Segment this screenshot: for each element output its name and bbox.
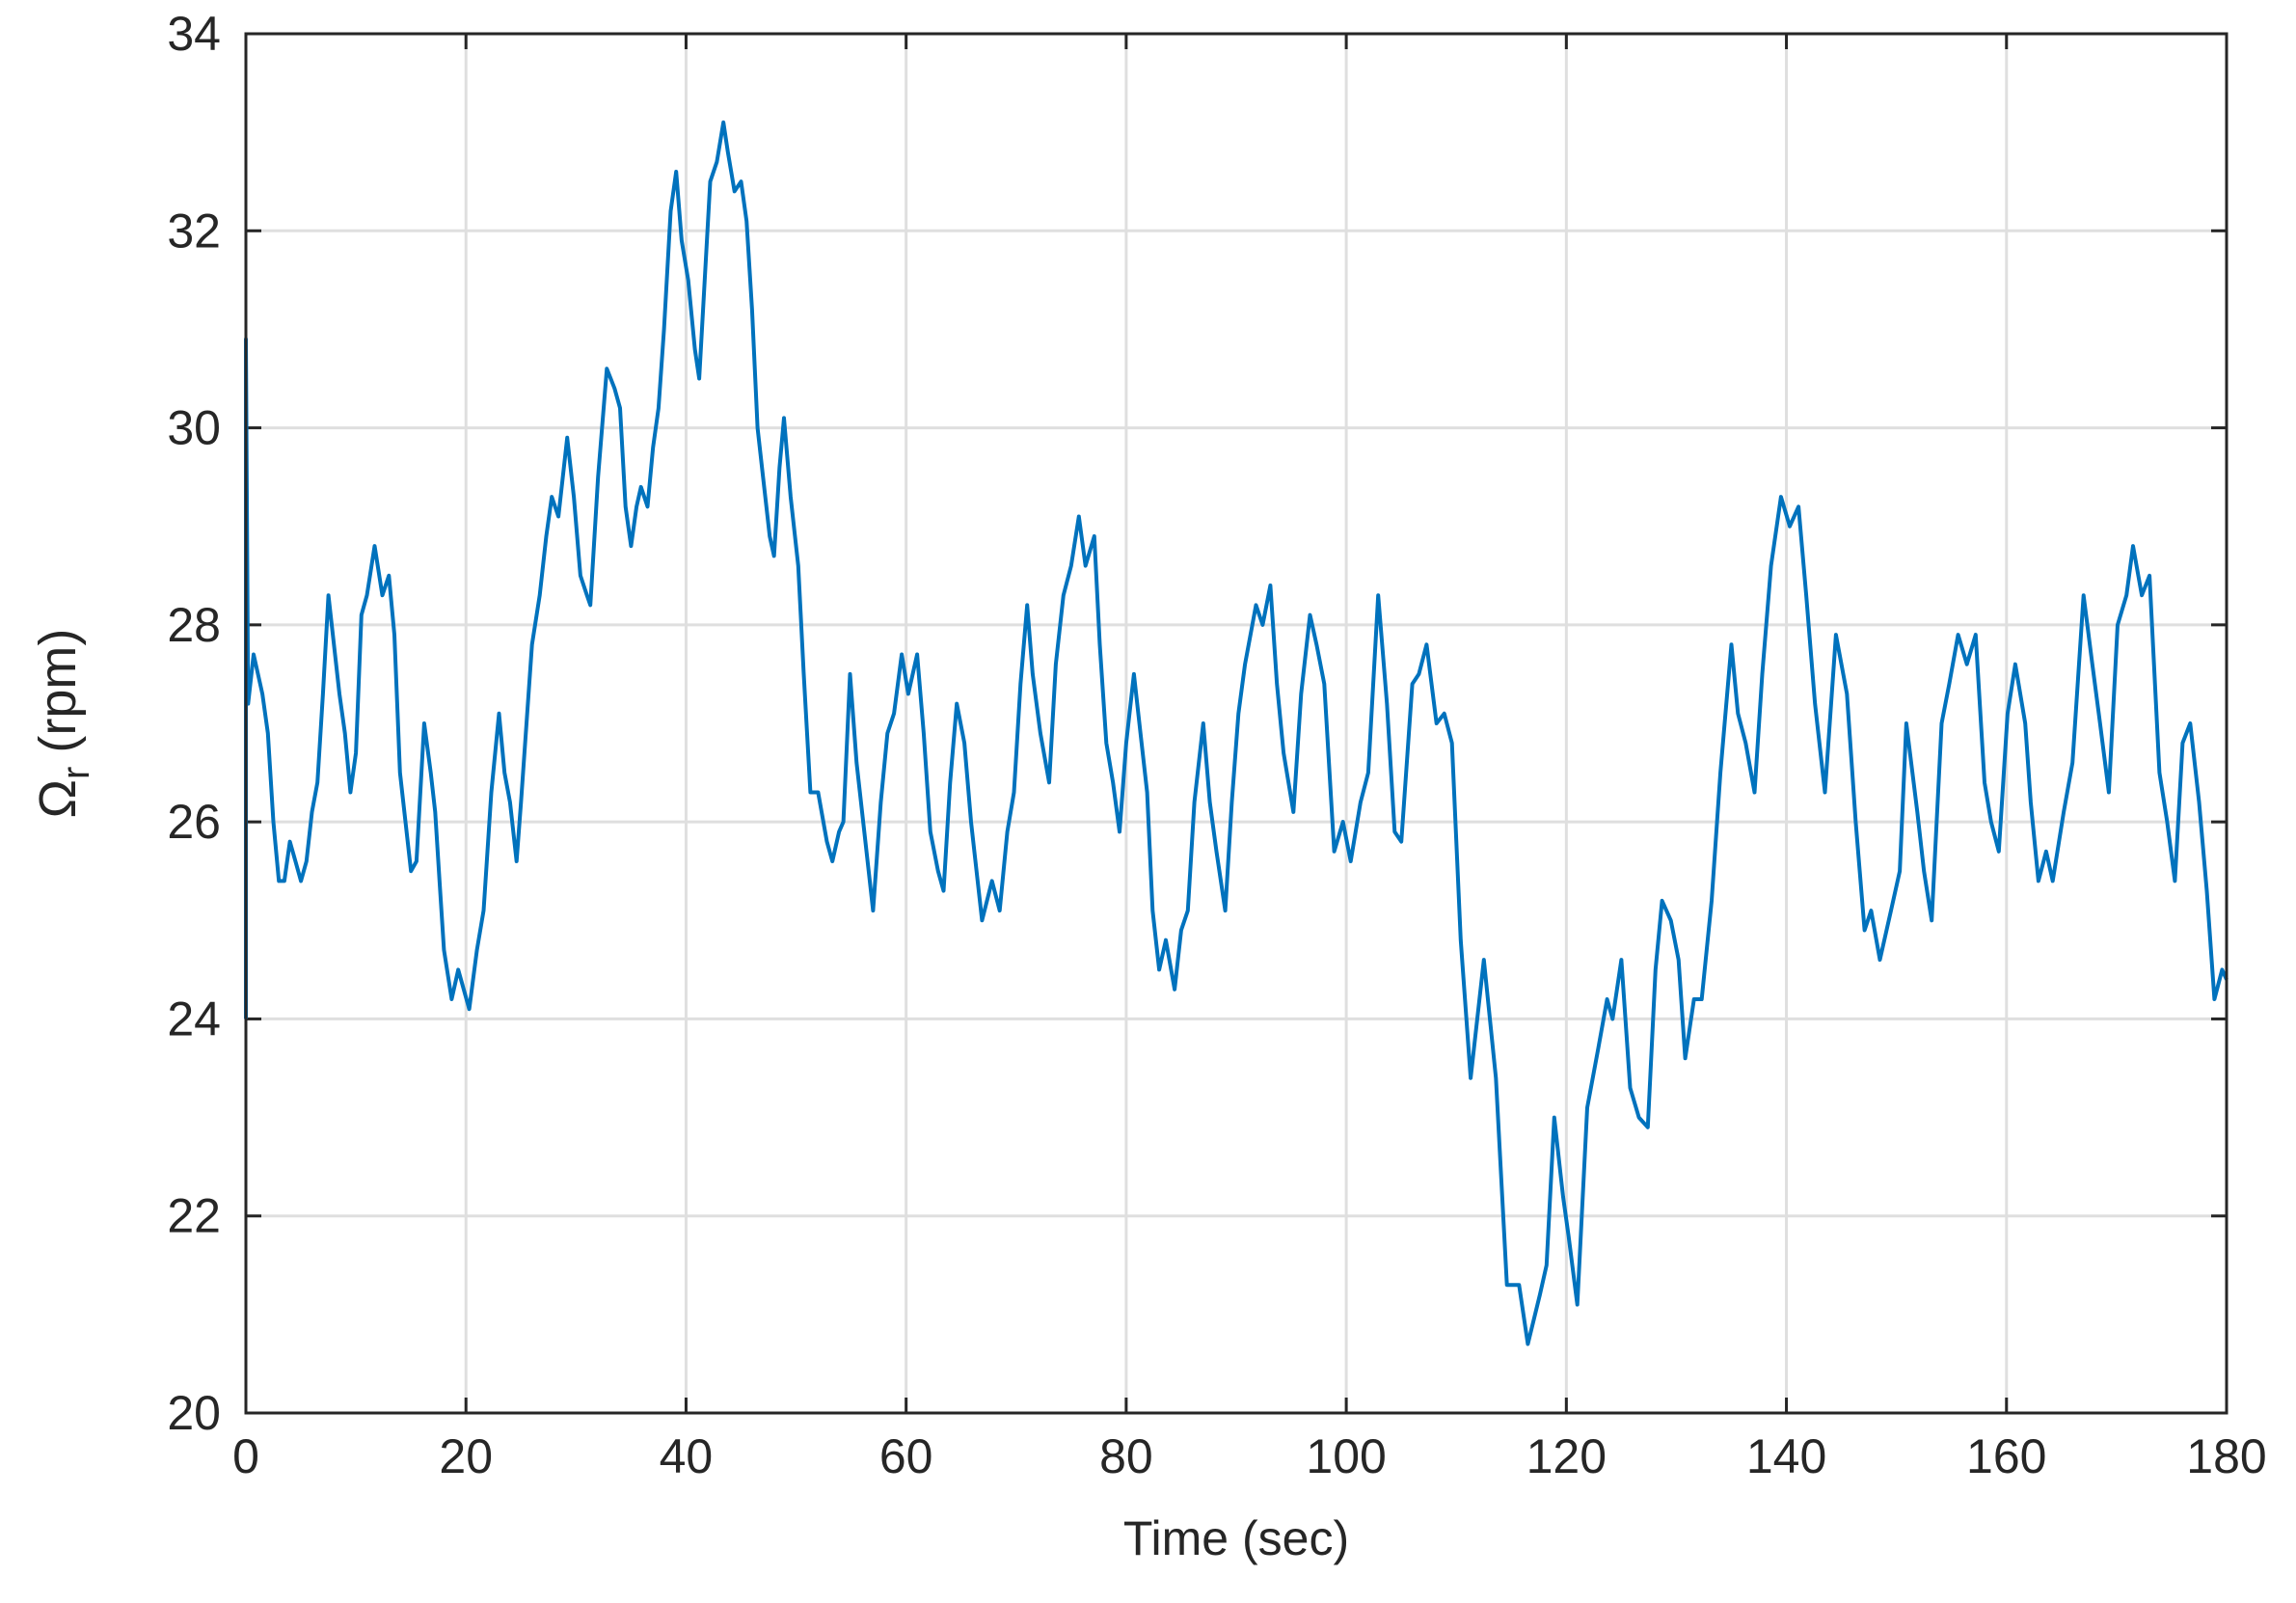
x-tick-label: 60 bbox=[879, 1429, 933, 1483]
y-tick-label: 30 bbox=[167, 401, 221, 455]
y-tick-label: 26 bbox=[167, 795, 221, 849]
y-tick-label: 28 bbox=[167, 598, 221, 652]
x-tick-label: 0 bbox=[232, 1429, 259, 1483]
y-tick-label: 24 bbox=[167, 992, 221, 1046]
y-tick-label: 34 bbox=[167, 7, 221, 61]
y-tick-label: 22 bbox=[167, 1189, 221, 1243]
x-tick-label: 140 bbox=[1746, 1429, 1826, 1483]
x-tick-label: 120 bbox=[1526, 1429, 1607, 1483]
plot-frame bbox=[244, 32, 2228, 1415]
y-tick-label: 32 bbox=[167, 204, 221, 258]
x-tick-label: 40 bbox=[660, 1429, 714, 1483]
x-axis-label: Time (sec) bbox=[1123, 1511, 1349, 1565]
x-tick-label: 80 bbox=[1099, 1429, 1153, 1483]
y-axis-label-symbol: Ω bbox=[29, 779, 87, 818]
x-tick-label: 20 bbox=[439, 1429, 493, 1483]
x-tick-label: 100 bbox=[1306, 1429, 1386, 1483]
y-tick-label: 20 bbox=[167, 1386, 221, 1440]
x-tick-label: 180 bbox=[2186, 1429, 2266, 1483]
y-axis-label: Ωr (rpm) bbox=[29, 629, 97, 819]
data-line bbox=[244, 120, 2228, 1346]
y-axis-label-unit: (rpm) bbox=[29, 629, 87, 753]
x-tick-label: 160 bbox=[1966, 1429, 2046, 1483]
y-axis-label-subscript: r bbox=[55, 767, 97, 779]
